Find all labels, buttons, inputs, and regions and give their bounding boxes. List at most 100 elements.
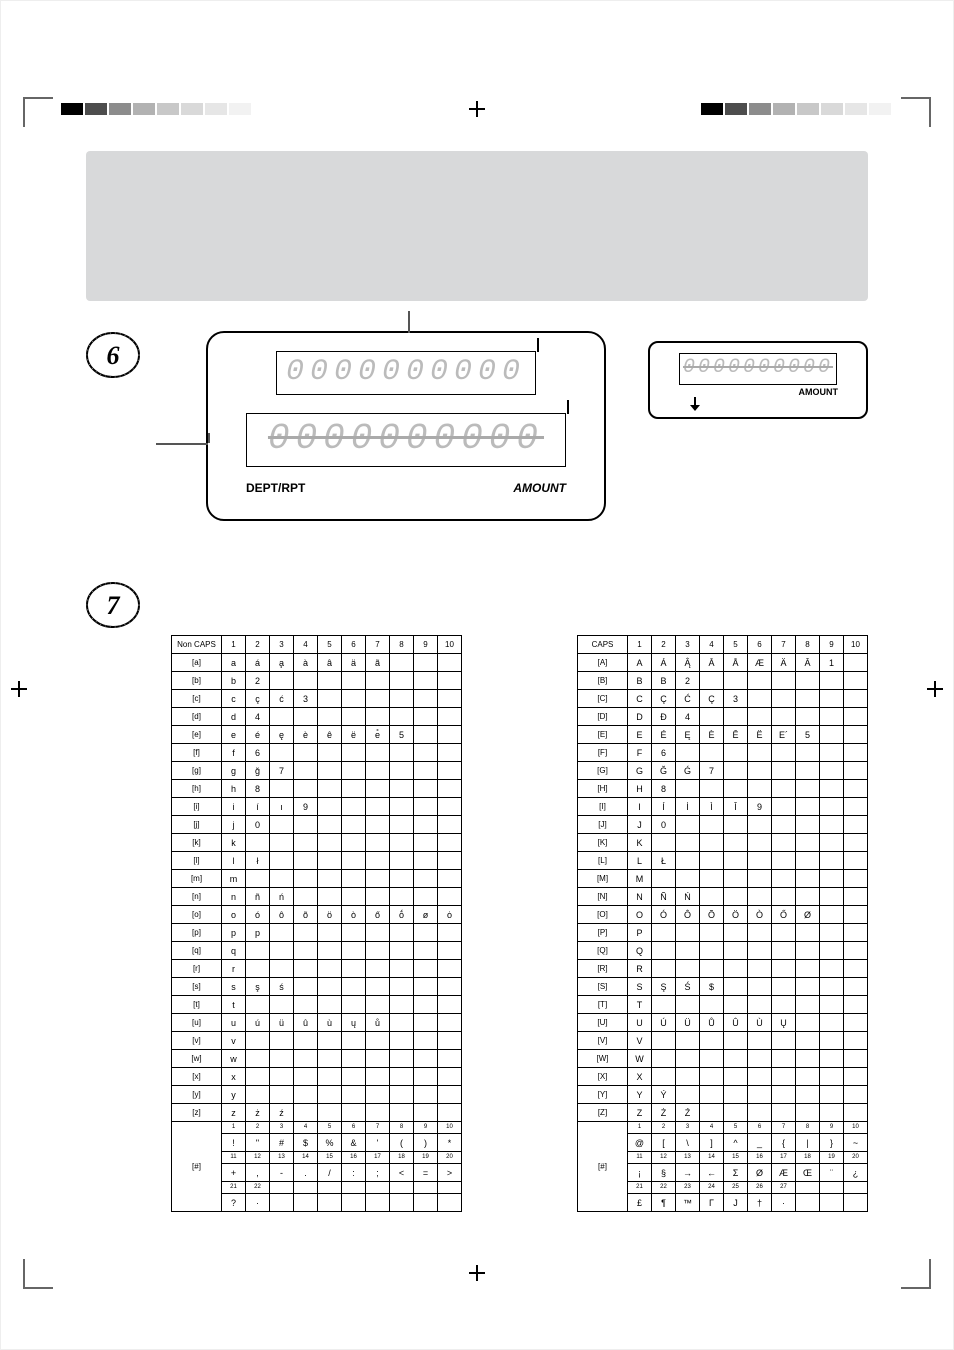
table-cell [438,942,462,960]
table-cell: Ł [652,852,676,870]
table-cell: Â [796,654,820,672]
table-cell: a̧ [270,654,294,672]
table-cell [342,834,366,852]
table-cell [700,1104,724,1122]
svg-text:6: 6 [107,341,120,370]
table-cell [366,762,390,780]
table-cell [700,744,724,762]
table-cell: 6 [246,744,270,762]
table-cell: q [222,942,246,960]
table-cell [796,708,820,726]
table-cell: e [222,726,246,744]
symbol-cell: . [294,1164,318,1182]
table-cell: Ñ [652,888,676,906]
table-cell [366,870,390,888]
table-cell [676,744,700,762]
table-cell [390,978,414,996]
table-cell [294,1050,318,1068]
display-large-row2: 0000000000 [246,413,566,467]
calibration-block [229,103,251,115]
symbol-cell: | [796,1134,820,1152]
table-cell [724,1032,748,1050]
table-row-label: [d] [172,708,222,726]
table-cell [676,1068,700,1086]
table-cell [438,852,462,870]
table-cell: Ą̂ [676,654,700,672]
table-row-label: [c] [172,690,222,708]
table-cell [366,672,390,690]
table-cell: Ý [652,1086,676,1104]
table-cell: C [628,690,652,708]
table-cell [246,870,270,888]
table-cell [318,888,342,906]
calibration-block [701,103,723,115]
table-cell [366,690,390,708]
table-cell [270,672,294,690]
section-6: 6 0000000000 0000000000 DEPT/RPT AMOUNT … [86,331,868,531]
table-cell: Ù [748,1014,772,1032]
symbol-index-cell: 12 [652,1152,676,1164]
table-cell [390,888,414,906]
symbol-cell: ; [366,1164,390,1182]
symbol-index-cell: 10 [844,1122,868,1134]
calibration-block [869,103,891,115]
calibration-block [205,103,227,115]
table-row-label: [x] [172,1068,222,1086]
symbol-cell: ¶ [652,1194,676,1212]
table-cell [748,834,772,852]
table-cell [342,762,366,780]
table-cell [390,744,414,762]
symbol-index-cell: 22 [246,1182,270,1194]
leader-line-left-icon [156,443,208,445]
symbol-cell [342,1194,366,1212]
table-cell: 0 [246,816,270,834]
table-cell [676,942,700,960]
table-cell [796,996,820,1014]
table-cell: Ò [748,906,772,924]
symbol-cell: @ [628,1134,652,1152]
table-row-label: [M] [578,870,628,888]
symbol-cell: · [246,1194,270,1212]
crop-mark-bottom-left-icon [23,1259,53,1289]
table-row-label: [a] [172,654,222,672]
table-cell [724,744,748,762]
registration-mark-left-icon [11,681,27,697]
table-cell [414,780,438,798]
table-cell [676,1050,700,1068]
symbol-index-cell: 23 [676,1182,700,1194]
table-cell [390,1104,414,1122]
table-cell: ś [270,978,294,996]
table-cell [724,888,748,906]
table-cell [390,834,414,852]
table-cell [820,978,844,996]
table-cell [724,1104,748,1122]
table-row-label: [b] [172,672,222,690]
table-cell [724,960,748,978]
table-cell [438,834,462,852]
table-cell [246,1086,270,1104]
table-cell: ø [414,906,438,924]
calibration-block [61,103,83,115]
table-cell [270,960,294,978]
table-cell [652,870,676,888]
table-row-label: [y] [172,1086,222,1104]
table-row-label: [v] [172,1032,222,1050]
symbol-cell: & [342,1134,366,1152]
table-cell [342,1086,366,1104]
table-cell [748,1104,772,1122]
table-row-label: [T] [578,996,628,1014]
table-row-label: [w] [172,1050,222,1068]
table-cell [390,690,414,708]
table-row-label: [f] [172,744,222,762]
table-cell [772,1086,796,1104]
table-cell [318,924,342,942]
table-cell: Ę [676,726,700,744]
table-cell: o [222,906,246,924]
table-cell [772,780,796,798]
table-cell: ź [270,1104,294,1122]
table-cell [318,960,342,978]
table-cell [676,780,700,798]
table-cell [294,672,318,690]
table-cell: ż [246,1104,270,1122]
table-cell [652,1068,676,1086]
